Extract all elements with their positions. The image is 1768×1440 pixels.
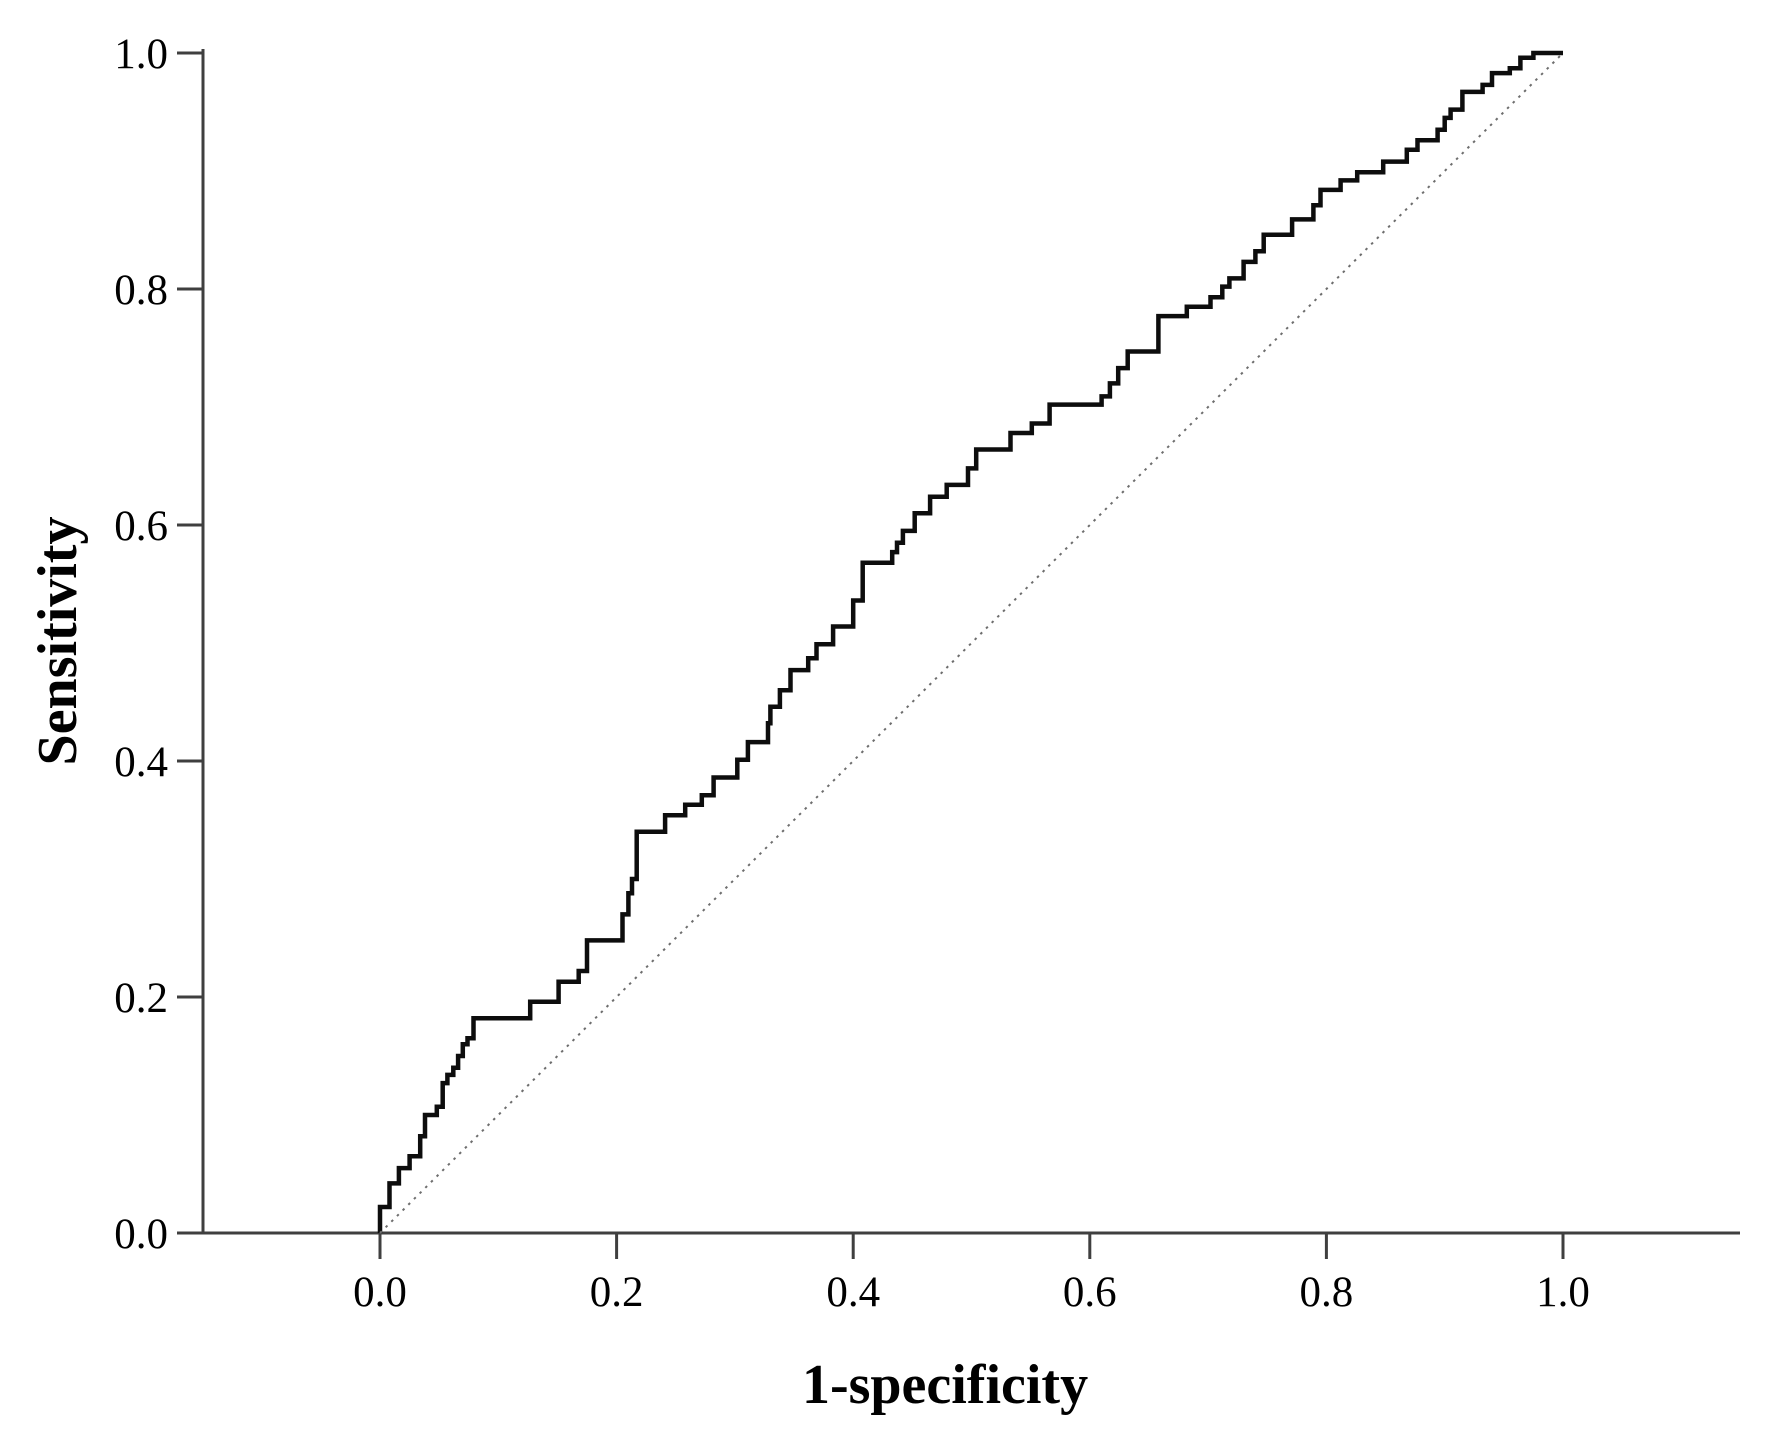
y-axis-title: Sensitivity [27,517,89,766]
y-tick-label: 0.4 [114,739,168,786]
x-tick-label: 0.4 [826,1269,880,1316]
x-tick-label: 1.0 [1536,1269,1590,1316]
y-tick-label: 0.6 [114,503,168,550]
series-layer [377,50,1564,1234]
roc-curve-path [377,50,1563,1233]
x-tick-label: 0.6 [1063,1269,1117,1316]
x-tick-label: 0.8 [1300,1269,1354,1316]
y-tick-label: 0.2 [114,975,168,1022]
x-axis-title: 1-specificity [802,1354,1088,1416]
axes [177,49,1740,1259]
x-tick-label: 0.2 [590,1269,644,1316]
tick-labels: 0.0 0.2 0.4 0.6 0.8 1.0 0.0 0.2 0.4 0.6 0.8 1.0 [114,31,1590,1316]
y-tick-label: 1.0 [114,31,168,78]
y-tick-label: 0.0 [114,1211,168,1258]
reference-diagonal-line [379,52,1564,1234]
y-tick-label: 0.8 [114,267,168,314]
x-tick-label: 0.0 [353,1269,407,1316]
